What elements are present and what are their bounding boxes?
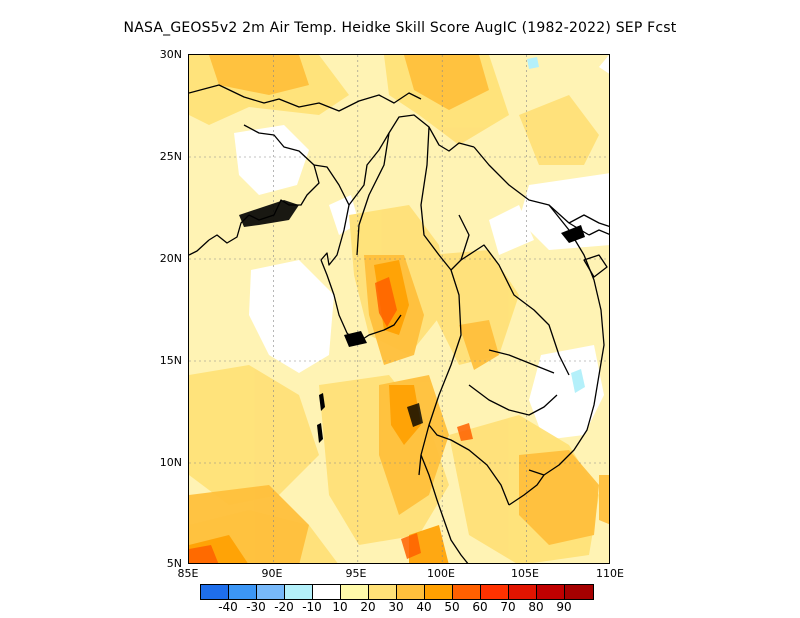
colorbar-swatch	[229, 585, 257, 599]
colorbar-swatch	[369, 585, 397, 599]
colorbar-swatch	[341, 585, 369, 599]
colorbar	[200, 584, 594, 600]
chart-title: NASA_GEOS5v2 2m Air Temp. Heidke Skill S…	[123, 20, 677, 36]
lat-label: 20N	[159, 252, 182, 265]
colorbar-swatch	[453, 585, 481, 599]
colorbar-swatch	[257, 585, 285, 599]
lon-label: 90E	[261, 567, 283, 580]
colorbar-label: 30	[388, 600, 404, 614]
lat-label: 30N	[159, 48, 182, 61]
colorbar-swatch	[481, 585, 509, 599]
lon-label: 110E	[596, 567, 624, 580]
colorbar-swatch	[509, 585, 537, 599]
lon-label: 85E	[177, 567, 199, 580]
colorbar-swatch	[397, 585, 425, 599]
negative-skill-patches	[527, 57, 585, 393]
highest-skill-patches	[189, 277, 473, 563]
lon-label: 95E	[345, 567, 367, 580]
colorbar-swatch	[285, 585, 313, 599]
colorbar-label: 40	[416, 600, 432, 614]
colorbar-label: 60	[472, 600, 488, 614]
lon-label: 100E	[427, 567, 455, 580]
colorbar-swatch	[425, 585, 453, 599]
colorbar-label: -30	[246, 600, 266, 614]
lat-label: 10N	[159, 456, 182, 469]
skill-score-map	[189, 55, 609, 563]
island-clusters	[239, 200, 585, 443]
lon-label: 105E	[511, 567, 539, 580]
colorbar-label: 20	[360, 600, 376, 614]
lat-label: 25N	[159, 150, 182, 163]
colorbar-label: 90	[556, 600, 572, 614]
colorbar-label: -20	[274, 600, 294, 614]
lat-label: 15N	[159, 354, 182, 367]
colorbar-label: -10	[302, 600, 322, 614]
colorbar-swatch	[201, 585, 229, 599]
lat-label: 5N	[166, 557, 182, 570]
colorbar-label: 80	[528, 600, 544, 614]
colorbar-label: 50	[444, 600, 460, 614]
graticule	[189, 55, 609, 563]
colorbar-swatch	[537, 585, 565, 599]
colorbar-swatch	[565, 585, 593, 599]
colorbar-label: -40	[218, 600, 238, 614]
colorbar-swatch	[313, 585, 341, 599]
colorbar-label: 10	[332, 600, 348, 614]
colorbar-label: 70	[500, 600, 516, 614]
map-plot-area	[188, 54, 610, 564]
